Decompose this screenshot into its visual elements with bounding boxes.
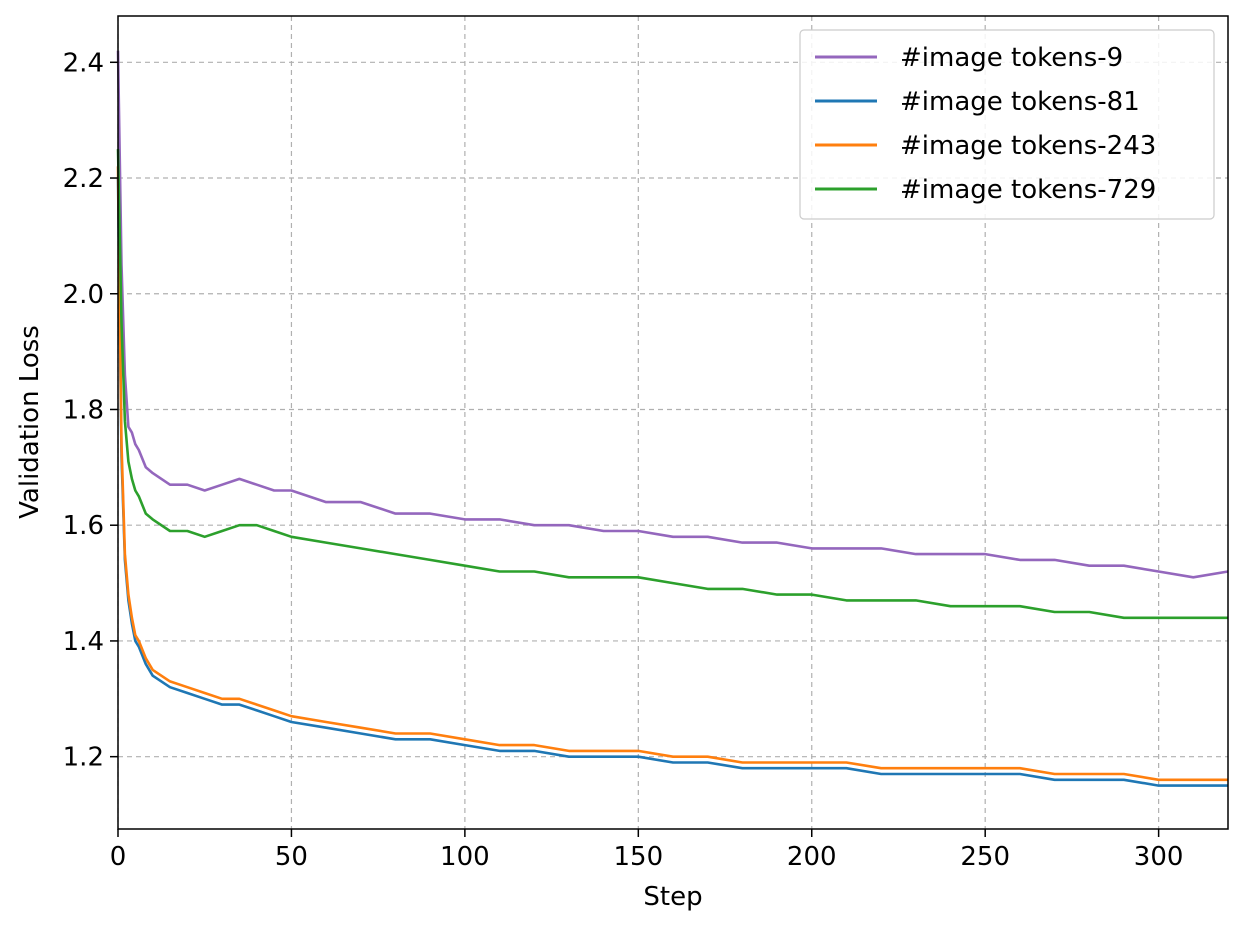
y-tick-label: 1.8 xyxy=(63,395,104,425)
legend-label: #image tokens-729 xyxy=(900,175,1156,205)
legend-box xyxy=(799,29,1215,220)
legend-label: #image tokens-243 xyxy=(900,131,1156,161)
plot-frame xyxy=(117,15,1229,830)
series-line xyxy=(116,177,1228,787)
series-line xyxy=(116,166,1228,782)
x-tick-label: 50 xyxy=(275,842,308,872)
y-axis-ticks: 1.2 1.4 1.6 1.8 2.0 2.2 2.4 xyxy=(63,48,118,773)
y-tick-label: 1.4 xyxy=(63,627,104,657)
y-tick-label: 2.4 xyxy=(63,48,104,78)
x-tick-label: 100 xyxy=(440,842,490,872)
x-tick-label: 300 xyxy=(1134,842,1184,872)
y-tick-label: 2.0 xyxy=(63,280,104,310)
series-line xyxy=(116,149,1228,620)
y-axis-label: Validation Loss xyxy=(15,325,45,519)
legend-label: #image tokens-81 xyxy=(900,87,1140,117)
legend: #image tokens-9 #image tokens-81 #image to… xyxy=(799,29,1215,220)
x-tick-label: 0 xyxy=(110,842,127,872)
x-tick-label: 150 xyxy=(613,842,663,872)
y-tick-label: 2.2 xyxy=(63,164,104,194)
y-tick-label: 1.2 xyxy=(63,743,104,773)
x-axis-ticks: 0 50 100 150 200 250 300 xyxy=(110,829,1184,872)
x-axis-label: Step xyxy=(643,882,702,912)
x-tick-label: 250 xyxy=(960,842,1010,872)
x-tick-label: 200 xyxy=(787,842,837,872)
series-line xyxy=(116,50,1229,579)
legend-label: #image tokens-9 xyxy=(900,43,1123,73)
series-lines xyxy=(116,50,1229,787)
legend-items: #image tokens-9 #image tokens-81 #image to… xyxy=(815,43,1156,205)
y-tick-label: 1.6 xyxy=(63,511,104,541)
